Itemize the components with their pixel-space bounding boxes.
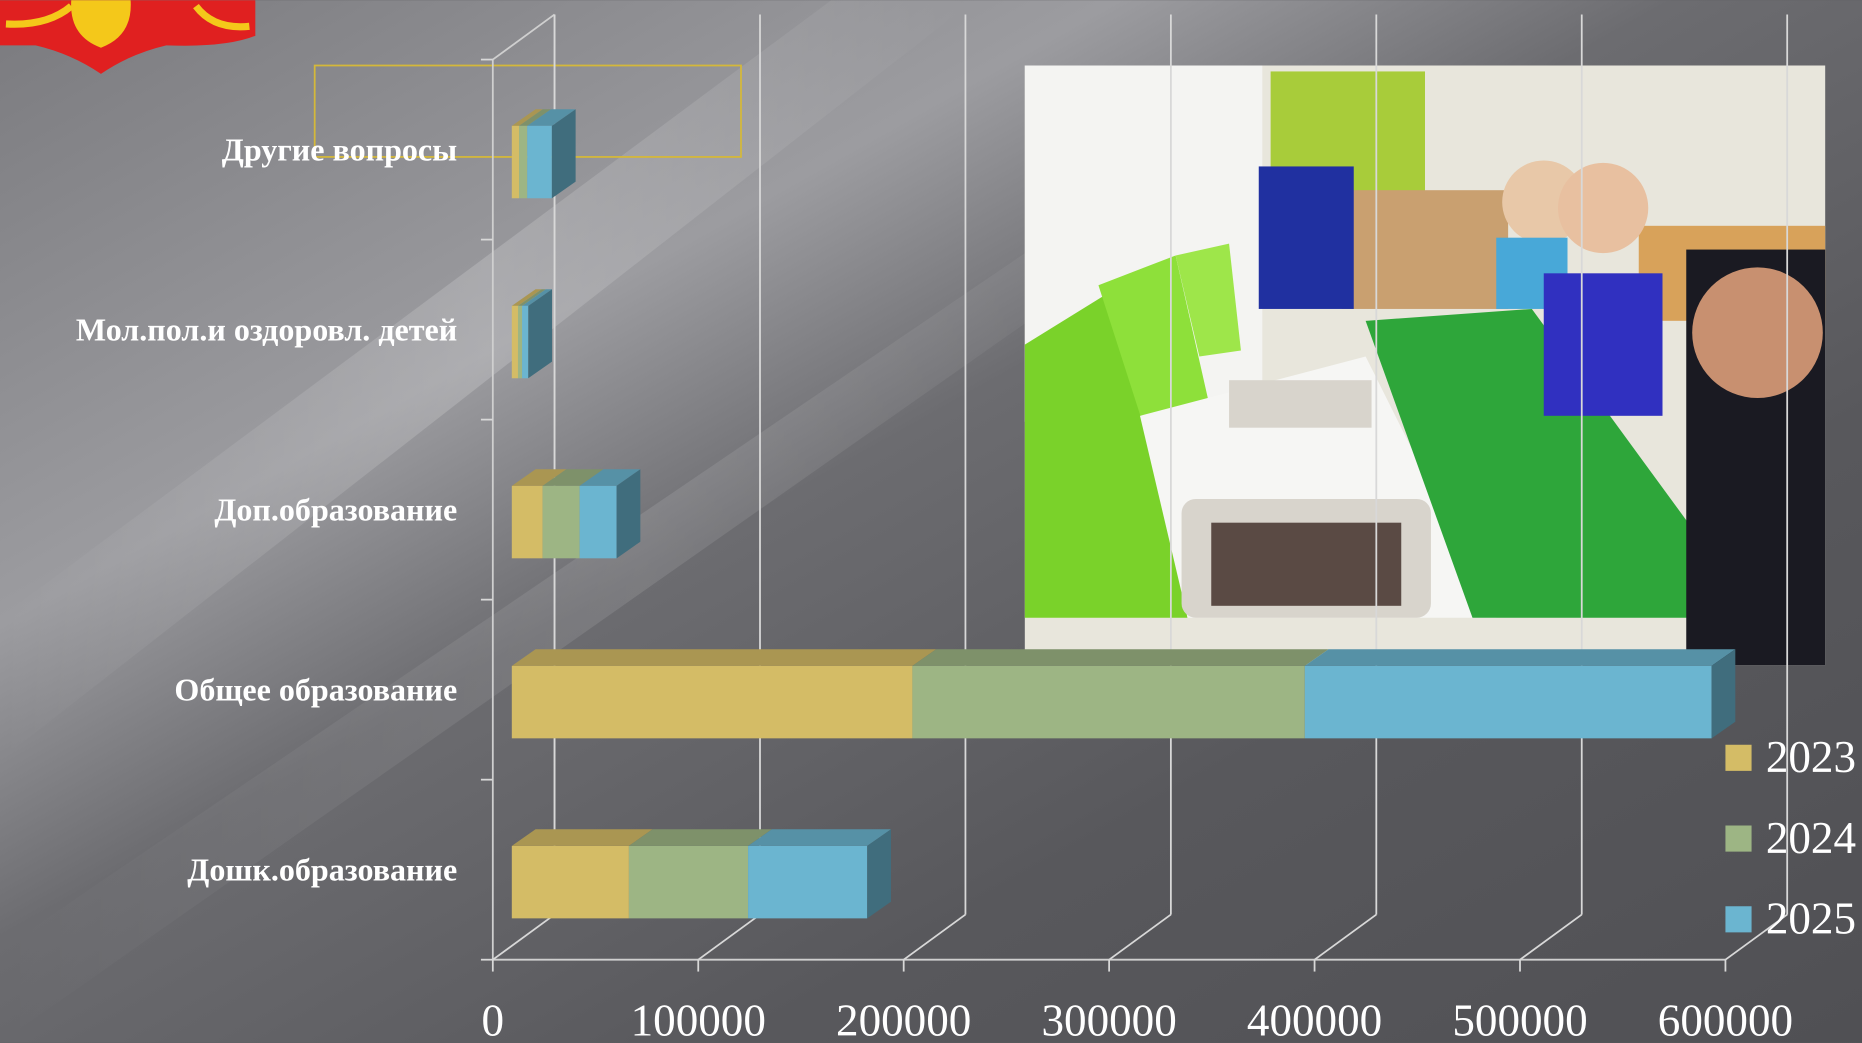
bar xyxy=(511,665,913,739)
bar-top xyxy=(511,829,653,846)
x-tick-label: 400000 xyxy=(1247,996,1382,1043)
legend-swatch xyxy=(1725,825,1752,852)
bar xyxy=(527,125,552,199)
bar xyxy=(511,125,520,199)
bar-top xyxy=(912,649,1329,666)
bar xyxy=(912,665,1305,739)
x-tick-label: 300000 xyxy=(1041,996,1176,1043)
y-tick-label: Общее образование xyxy=(174,671,457,707)
x-tick-label: 100000 xyxy=(631,996,766,1043)
light-streak xyxy=(0,0,974,761)
x-tick-label: 0 xyxy=(482,996,505,1043)
y-tick-label: Доп.образование xyxy=(214,491,457,527)
x-tick-label: 200000 xyxy=(836,996,971,1043)
light-streak xyxy=(0,142,1283,1043)
legend-swatch xyxy=(1725,744,1752,771)
bar-top xyxy=(1304,649,1736,666)
legend-swatch xyxy=(1725,906,1752,933)
bar-side xyxy=(867,829,891,919)
legend-label: 2023 xyxy=(1766,732,1856,782)
bar xyxy=(579,485,617,559)
y-tick-label: Другие вопросы xyxy=(222,131,457,167)
grid-line xyxy=(1519,913,1583,961)
y-tick-label: Мол.пол.и оздоровл. детей xyxy=(76,311,457,347)
bar xyxy=(748,845,868,919)
grid-line xyxy=(697,913,761,961)
bar xyxy=(1304,665,1712,739)
bar xyxy=(542,485,580,559)
bar-top xyxy=(748,829,891,846)
bar-top xyxy=(522,289,552,306)
bar xyxy=(628,845,749,919)
bar-top xyxy=(579,469,641,486)
bar-top xyxy=(519,109,551,126)
bar-top xyxy=(511,109,543,126)
bar xyxy=(519,125,528,199)
bar xyxy=(517,305,523,379)
grid-line xyxy=(1314,913,1377,961)
x-tick-label: 500000 xyxy=(1452,996,1587,1043)
bar xyxy=(511,305,518,379)
bar xyxy=(522,305,529,379)
bar-side xyxy=(551,109,576,199)
grid-line xyxy=(492,913,556,961)
bar-side xyxy=(1711,649,1736,739)
bar-top xyxy=(511,469,567,486)
bar-top xyxy=(527,109,576,126)
legend-label: 2024 xyxy=(1766,813,1856,863)
bar-top xyxy=(628,829,772,846)
bar-top xyxy=(511,289,542,306)
bar xyxy=(511,485,543,559)
photo xyxy=(1024,65,1826,666)
bar-top xyxy=(517,289,546,306)
grid-line xyxy=(1724,913,1788,961)
grid-line xyxy=(903,913,966,961)
axis-line xyxy=(492,13,556,61)
x-tick-label: 600000 xyxy=(1658,996,1793,1043)
bar-side xyxy=(528,289,552,379)
legend-label: 2025 xyxy=(1766,894,1856,944)
grid-line xyxy=(1108,913,1172,961)
logo xyxy=(0,0,256,74)
bar-top xyxy=(511,649,937,666)
bar xyxy=(511,845,629,919)
y-tick-label: Дошк.образование xyxy=(187,851,457,887)
bar-side xyxy=(616,469,641,559)
bar-top xyxy=(542,469,604,486)
